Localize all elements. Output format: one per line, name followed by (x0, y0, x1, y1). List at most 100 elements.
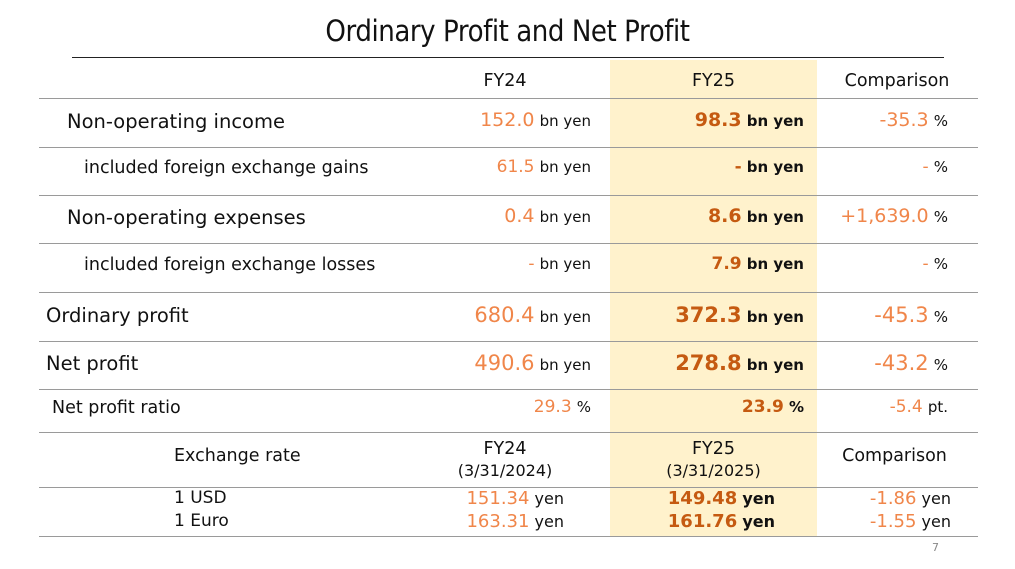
exchange-rate-label: Exchange rate (174, 446, 301, 466)
exchange-fy24-number: 163.31 (466, 511, 530, 532)
exchange-fy24-unit: yen (534, 512, 564, 531)
fy25-number: 7.9 (711, 253, 742, 274)
divider (39, 243, 978, 244)
divider (39, 341, 978, 342)
exchange-comparison-value: -1.86 yen (815, 488, 951, 509)
fy25-unit: bn yen (746, 158, 804, 176)
comparison-unit: % (933, 254, 948, 273)
fy25-unit: bn yen (746, 111, 804, 130)
fy25-value: - bn yen (610, 157, 804, 177)
comparison-unit: pt. (927, 397, 948, 416)
fy25-highlight-column (610, 60, 817, 536)
exchange-comparison-number: -1.55 (869, 511, 917, 532)
fy24-number: 0.4 (504, 205, 535, 227)
fy24-number: 490.6 (474, 351, 535, 375)
header-fy25: FY25 (691, 71, 736, 91)
exchange-header-fy25: FY25 (691, 439, 736, 459)
exchange-fy24-value: 163.31 yen (420, 511, 564, 532)
header-fy24: FY24 (483, 71, 527, 91)
currency-label: 1 Euro (174, 511, 229, 531)
fy25-unit: bn yen (746, 307, 804, 326)
comparison-number: -43.2 (874, 351, 929, 375)
fy24-value: - bn yen (420, 254, 591, 274)
comparison-number: - (922, 157, 929, 177)
exchange-fy24-value: 151.34 yen (420, 488, 564, 509)
exchange-header-comparison: Comparison (842, 446, 947, 466)
fy24-number: 61.5 (496, 157, 535, 177)
divider (39, 195, 978, 196)
fy24-number: 680.4 (474, 302, 535, 327)
row-label: included foreign exchange losses (84, 254, 376, 275)
divider (39, 292, 978, 293)
fy25-number: 372.3 (675, 302, 742, 327)
exchange-fy25-value: 149.48 yen (610, 488, 775, 509)
page-number: 7 (932, 541, 939, 554)
fy25-number: 8.6 (707, 205, 742, 227)
fy25-unit: bn yen (746, 254, 804, 273)
fy25-value: 7.9 bn yen (610, 253, 805, 274)
comparison-number: - (922, 253, 929, 274)
exchange-header-fy25-date: (3/31/2025) (666, 461, 761, 480)
fy24-number: 29.3 (533, 396, 572, 417)
fy24-unit: bn yen (539, 356, 591, 374)
fy24-unit: bn yen (539, 307, 591, 326)
comparison-value: - % (815, 253, 949, 274)
divider (39, 536, 978, 537)
comparison-unit: % (933, 111, 948, 130)
fy25-value: 278.8 bn yen (610, 351, 804, 375)
exchange-header-fy24: FY24 (483, 439, 527, 459)
currency-label: 1 USD (174, 488, 227, 508)
comparison-number: -5.4 (889, 396, 923, 417)
divider (39, 98, 978, 99)
fy24-unit: bn yen (539, 254, 591, 273)
comparison-number: -45.3 (874, 302, 929, 327)
divider (39, 389, 978, 390)
fy24-number: - (528, 253, 535, 274)
header-comparison: Comparison (844, 71, 950, 91)
fy24-value: 61.5 bn yen (420, 157, 591, 177)
fy25-unit: bn yen (746, 356, 804, 374)
row-label: Non-operating income (67, 109, 285, 133)
fy24-value: 680.4 bn yen (420, 303, 591, 327)
comparison-value: - % (815, 157, 949, 177)
fy25-value: 372.3 bn yen (610, 303, 804, 327)
fy24-unit: % (576, 397, 591, 416)
exchange-comparison-unit: yen (921, 512, 951, 531)
row-label: Ordinary profit (46, 303, 189, 327)
comparison-number: +1,639.0 (840, 205, 929, 227)
fy24-value: 29.3 % (420, 397, 591, 417)
comparison-value: -5.4 pt. (815, 397, 948, 417)
divider (39, 432, 978, 433)
fy25-number: 98.3 (694, 108, 742, 131)
comparison-number: -35.3 (879, 108, 929, 131)
exchange-comparison-number: -1.86 (869, 488, 917, 509)
fy25-number: 23.9 (741, 396, 784, 417)
divider (39, 147, 978, 148)
comparison-unit: % (933, 208, 948, 226)
exchange-fy25-value: 161.76 yen (610, 511, 775, 532)
fy25-unit: bn yen (746, 208, 804, 226)
row-label: Net profit (46, 352, 139, 375)
exchange-fy25-unit: yen (742, 489, 775, 508)
fy25-number: - (734, 157, 742, 177)
fy24-unit: bn yen (539, 111, 591, 130)
exchange-fy25-unit: yen (742, 512, 775, 531)
divider (39, 487, 978, 488)
fy24-unit: bn yen (539, 158, 591, 176)
page-title: Ordinary Profit and Net Profit (325, 14, 690, 48)
exchange-fy25-number: 161.76 (667, 511, 738, 532)
fy24-number: 152.0 (480, 108, 535, 131)
exchange-comparison-unit: yen (921, 489, 951, 508)
fy24-value: 490.6 bn yen (420, 351, 591, 375)
row-label: Non-operating expenses (67, 206, 306, 229)
fy24-value: 0.4 bn yen (420, 205, 591, 227)
fy25-value: 23.9 % (610, 397, 804, 417)
comparison-value: -43.2 % (815, 351, 948, 375)
comparison-unit: % (933, 158, 948, 176)
row-label: Net profit ratio (52, 397, 181, 418)
exchange-fy24-unit: yen (534, 489, 564, 508)
comparison-value: +1,639.0 % (815, 205, 948, 227)
fy25-number: 278.8 (675, 351, 742, 375)
comparison-value: -35.3 % (815, 109, 948, 131)
comparison-unit: % (933, 356, 948, 374)
